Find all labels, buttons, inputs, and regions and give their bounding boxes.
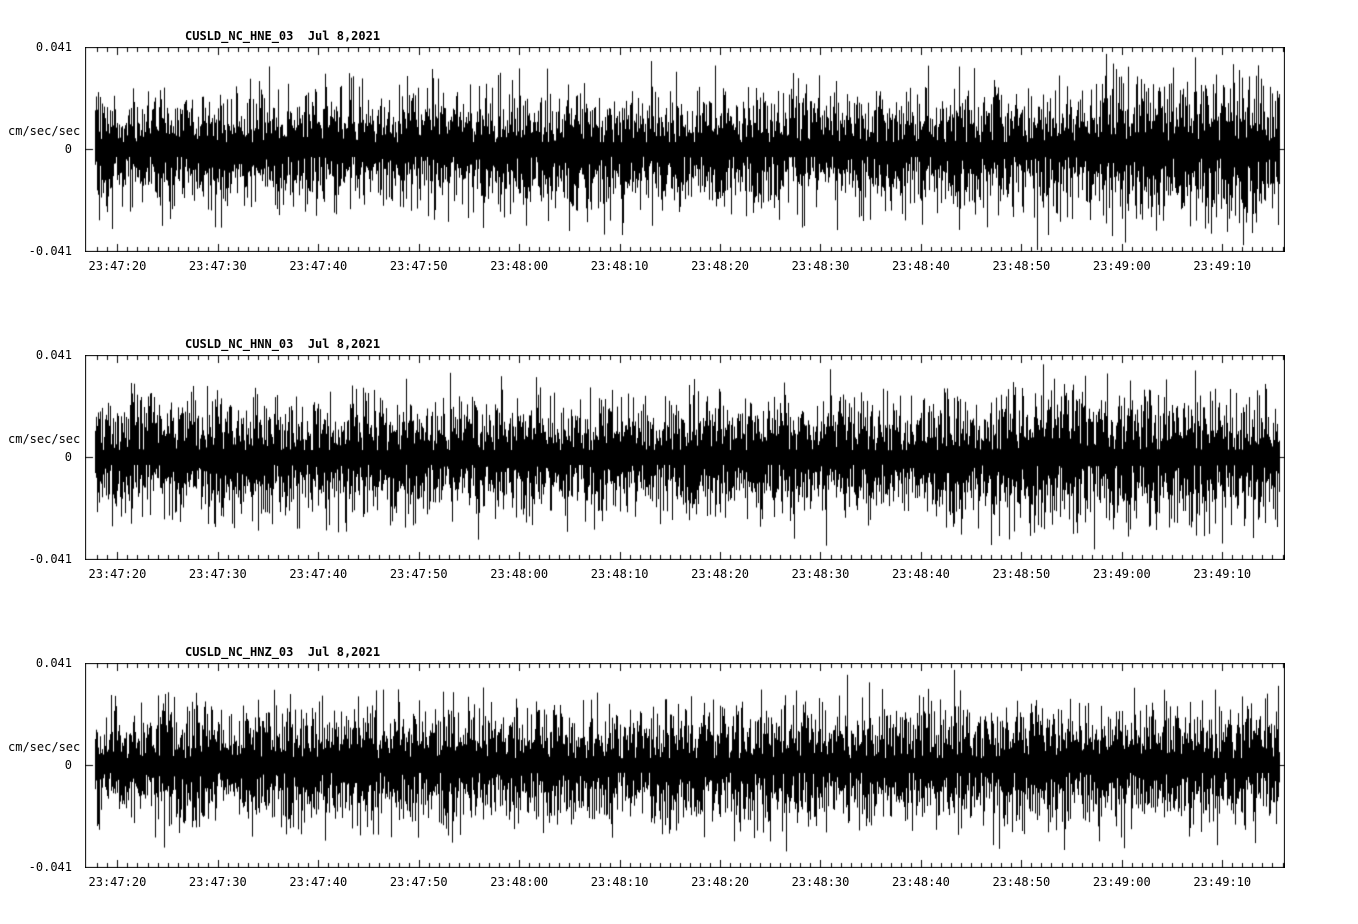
- x-tick-label: 23:49:00: [1092, 567, 1151, 581]
- panel-title: CUSLD_NC_HNE_03 Jul 8,2021: [185, 29, 381, 43]
- x-tick-label: 23:47:20: [88, 875, 147, 889]
- y-axis-unit-label: cm/sec/sec: [8, 740, 81, 754]
- x-tick-label: 23:48:10: [590, 567, 649, 581]
- x-tick-label: 23:48:50: [992, 259, 1051, 273]
- x-tick-label: 23:49:00: [1092, 259, 1151, 273]
- y-tick-label-zero: 0: [64, 142, 72, 156]
- panel-title: CUSLD_NC_HNN_03 Jul 8,2021: [185, 337, 381, 351]
- x-tick-label: 23:47:20: [88, 259, 147, 273]
- panel-title: CUSLD_NC_HNZ_03 Jul 8,2021: [185, 645, 381, 659]
- y-tick-label-max: 0.041: [35, 40, 72, 54]
- x-tick-label: 23:47:30: [188, 567, 247, 581]
- x-tick-label: 23:48:40: [892, 567, 950, 581]
- x-tick-label: 23:47:50: [389, 259, 448, 273]
- x-tick-label: 23:47:50: [389, 567, 448, 581]
- y-tick-label-zero: 0: [64, 450, 72, 464]
- y-tick-label-max: 0.041: [35, 656, 72, 670]
- x-tick-label: 23:48:10: [590, 259, 649, 273]
- x-tick-label: 23:48:50: [992, 875, 1051, 889]
- x-tick-label: 23:48:30: [791, 875, 850, 889]
- x-tick-label: 23:48:00: [490, 259, 549, 273]
- waveform-plot-hnn: [85, 355, 1285, 560]
- x-axis-labels: 23:47:20 23:47:30 23:47:40 23:47:50 23:48:00…: [85, 259, 1285, 275]
- y-tick-label-min: -0.041: [28, 552, 72, 566]
- seismogram-panel-hne: CUSLD_NC_HNE_03 Jul 8,2021 cm/sec/sec 0.…: [0, 29, 1358, 297]
- x-tick-label: 23:48:00: [490, 875, 549, 889]
- y-tick-label-min: -0.041: [28, 244, 72, 258]
- y-axis-unit-label: cm/sec/sec: [8, 124, 81, 138]
- x-tick-label: 23:48:50: [992, 567, 1051, 581]
- x-axis-labels: 23:47:20 23:47:30 23:47:40 23:47:50 23:48:00…: [85, 567, 1285, 583]
- y-tick-label-min: -0.041: [28, 860, 72, 874]
- x-tick-label: 23:49:10: [1193, 875, 1252, 889]
- waveform-plot-hnz: [85, 663, 1285, 868]
- x-axis-labels: 23:47:20 23:47:30 23:47:40 23:47:50 23:48:00…: [85, 875, 1285, 891]
- x-tick-label: 23:48:30: [791, 567, 850, 581]
- seismogram-panel-hnn: CUSLD_NC_HNN_03 Jul 8,2021 cm/sec/sec 0.…: [0, 337, 1358, 605]
- x-tick-label: 23:47:40: [289, 875, 348, 889]
- x-tick-label: 23:48:00: [490, 567, 549, 581]
- x-tick-label: 23:47:20: [88, 567, 147, 581]
- x-tick-label: 23:48:40: [892, 259, 950, 273]
- waveform-plot-hne: [85, 47, 1285, 252]
- x-tick-label: 23:49:00: [1092, 875, 1151, 889]
- x-tick-label: 23:47:40: [289, 567, 348, 581]
- seismogram-panel-hnz: CUSLD_NC_HNZ_03 Jul 8,2021 cm/sec/sec 0.…: [0, 645, 1358, 913]
- x-tick-label: 23:48:20: [691, 567, 749, 581]
- x-tick-label: 23:47:40: [289, 259, 348, 273]
- x-tick-label: 23:48:30: [791, 259, 850, 273]
- x-tick-label: 23:47:30: [188, 259, 247, 273]
- x-tick-label: 23:49:10: [1193, 567, 1252, 581]
- x-tick-label: 23:47:30: [188, 875, 247, 889]
- x-tick-label: 23:48:20: [691, 875, 749, 889]
- x-tick-label: 23:47:50: [389, 875, 448, 889]
- x-tick-label: 23:48:20: [691, 259, 749, 273]
- x-tick-label: 23:48:10: [590, 875, 649, 889]
- x-tick-label: 23:49:10: [1193, 259, 1252, 273]
- x-tick-label: 23:48:40: [892, 875, 950, 889]
- y-tick-label-zero: 0: [64, 758, 72, 772]
- y-tick-label-max: 0.041: [35, 348, 72, 362]
- y-axis-unit-label: cm/sec/sec: [8, 432, 81, 446]
